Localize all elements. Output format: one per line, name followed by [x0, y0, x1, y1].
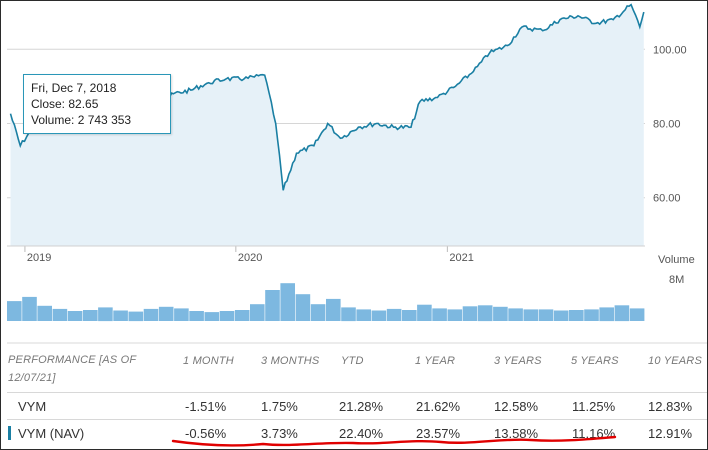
volume-bar — [98, 307, 113, 322]
volume-bar — [341, 307, 356, 322]
volume-bar — [417, 304, 432, 321]
volume-bar — [356, 309, 371, 321]
col-header-1-month: 1 MONTH — [183, 355, 234, 367]
volume-bar — [174, 308, 189, 321]
volume-bar — [295, 294, 311, 321]
row-value-10-years: 12.91% — [648, 426, 693, 441]
row-value-3-years: 13.58% — [494, 426, 539, 441]
row-value-ytd: 21.28% — [339, 399, 384, 414]
volume-bar — [234, 310, 250, 321]
price-chart[interactable]: 60.00 80.00 100.00 2019 2020 2021 Volume 8M — [1, 1, 707, 346]
tooltip-volume-value: 2 743 353 — [77, 113, 132, 127]
row-value-5-years: 11.25% — [572, 399, 616, 414]
col-header-ytd: YTD — [341, 355, 364, 367]
col-header-3-years: 3 YEARS — [494, 355, 542, 367]
col-header-3-months: 3 MONTHS — [261, 355, 320, 367]
row-value-1-year: 21.62% — [416, 399, 461, 414]
volume-bar — [7, 301, 22, 321]
volume-bar — [326, 298, 341, 321]
x-tick-label: 2020 — [238, 252, 262, 264]
volume-bar — [52, 308, 68, 321]
volume-bar — [599, 307, 614, 322]
volume-bar — [158, 306, 174, 321]
price-tooltip: Fri, Dec 7, 2018 Close: 82.65 Volume: 2 … — [23, 74, 171, 134]
table-row-vym[interactable]: VYM -1.51% 1.75% 21.28% 21.62% 12.58% 11… — [1, 393, 708, 419]
volume-bar — [113, 310, 128, 321]
x-tick-label: 2021 — [449, 252, 473, 264]
volume-bar — [189, 311, 204, 321]
volume-tick-label: 8M — [669, 274, 684, 286]
tooltip-volume-row: Volume: 2 743 353 — [31, 112, 163, 128]
y-tick-label: 80.00 — [653, 119, 681, 131]
tooltip-close-value: 82.65 — [68, 97, 99, 111]
volume-bar — [143, 308, 159, 321]
volume-bar — [402, 310, 417, 321]
volume-bar — [250, 304, 265, 321]
y-axis-ticks: 60.00 80.00 100.00 — [653, 44, 687, 204]
x-tick-label: 2019 — [27, 252, 51, 264]
volume-bar — [386, 308, 402, 321]
volume-bar — [310, 304, 326, 321]
volume-bar — [265, 290, 280, 321]
volume-bar — [371, 310, 387, 321]
volume-bar — [629, 308, 645, 321]
col-header-1-year: 1 YEAR — [415, 355, 456, 367]
col-header-10-years: 10 YEARS — [648, 355, 702, 367]
tooltip-close-row: Close: 82.65 — [31, 96, 163, 112]
x-axis-ticks: 2019 2020 2021 — [24, 246, 474, 264]
col-header-5-years: 5 YEARS — [571, 355, 619, 367]
row-value-1-year: 23.57% — [416, 426, 461, 441]
volume-bar — [614, 305, 630, 322]
row-value-1-month: -1.51% — [185, 399, 227, 414]
volume-bar — [128, 311, 144, 322]
volume-bar — [584, 309, 599, 321]
volume-bar — [280, 283, 295, 321]
table-row-vym-nav[interactable]: VYM (NAV) -0.56% 3.73% 22.40% 23.57% 13.… — [1, 420, 708, 446]
y-tick-label: 60.00 — [653, 193, 681, 205]
row-value-3-years: 12.58% — [494, 399, 539, 414]
volume-bar — [569, 310, 584, 321]
row-name: VYM — [18, 399, 47, 414]
volume-axis-label: Volume — [658, 254, 695, 266]
volume-bars — [7, 283, 645, 322]
volume-bar — [67, 311, 83, 321]
volume-bar — [553, 310, 569, 321]
volume-bar — [432, 308, 447, 321]
y-tick-label: 100.00 — [653, 44, 687, 56]
row-value-ytd: 22.40% — [339, 426, 384, 441]
row-value-5-years: 11.16% — [572, 426, 616, 441]
row-name: VYM (NAV) — [18, 426, 85, 441]
volume-bar — [83, 310, 98, 321]
volume-bar — [37, 305, 52, 321]
volume-bar — [493, 306, 508, 321]
row-divider — [7, 392, 707, 393]
tooltip-close-label: Close: — [31, 97, 66, 111]
volume-bar — [204, 312, 220, 321]
row-value-1-month: -0.56% — [185, 426, 227, 441]
volume-bar — [22, 296, 37, 321]
volume-bar — [477, 305, 493, 322]
volume-bar — [508, 308, 523, 321]
performance-header-label: PERFORMANCE [as of 12/07/21] — [8, 354, 137, 384]
row-value-3-months: 1.75% — [261, 399, 298, 414]
nav-series-marker — [8, 426, 11, 440]
tooltip-volume-label: Volume: — [31, 113, 75, 127]
volume-bar — [523, 309, 539, 321]
volume-bar — [219, 311, 235, 321]
row-divider — [7, 419, 707, 420]
volume-bar — [447, 309, 463, 321]
volume-bar — [538, 309, 554, 321]
row-value-3-months: 3.73% — [261, 426, 298, 441]
tooltip-date: Fri, Dec 7, 2018 — [31, 81, 117, 95]
row-value-10-years: 12.83% — [648, 399, 693, 414]
volume-bar — [462, 306, 478, 321]
